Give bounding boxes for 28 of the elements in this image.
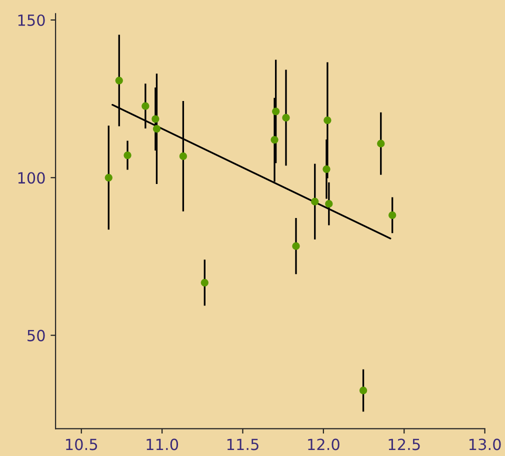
point (115, 76, 123, 84)
point (142, 102, 150, 110)
point (377, 140, 385, 148)
x-tick-label: 11.5 (227, 438, 258, 450)
y-tick-label: 100 (18, 172, 45, 184)
point (270, 136, 278, 144)
point (124, 151, 132, 160)
point (388, 211, 396, 219)
point (322, 165, 330, 173)
x-tick-label: 10.5 (66, 438, 98, 450)
x-tick-label: 11.0 (146, 438, 178, 450)
point (311, 198, 319, 206)
y-tick-label: 50 (28, 330, 45, 342)
point (152, 115, 160, 123)
point (292, 242, 300, 250)
x-tick-label: 13.0 (469, 438, 501, 450)
point (272, 108, 280, 116)
point (282, 114, 290, 122)
point (179, 152, 187, 160)
point (359, 386, 368, 394)
point (200, 278, 208, 286)
point (324, 116, 332, 124)
x-tick-label: 12.5 (388, 438, 420, 450)
point (152, 124, 161, 133)
y-tick-label: 150 (18, 14, 45, 26)
x-tick-label: 12.0 (308, 438, 340, 450)
point (325, 200, 333, 208)
point (104, 174, 112, 182)
